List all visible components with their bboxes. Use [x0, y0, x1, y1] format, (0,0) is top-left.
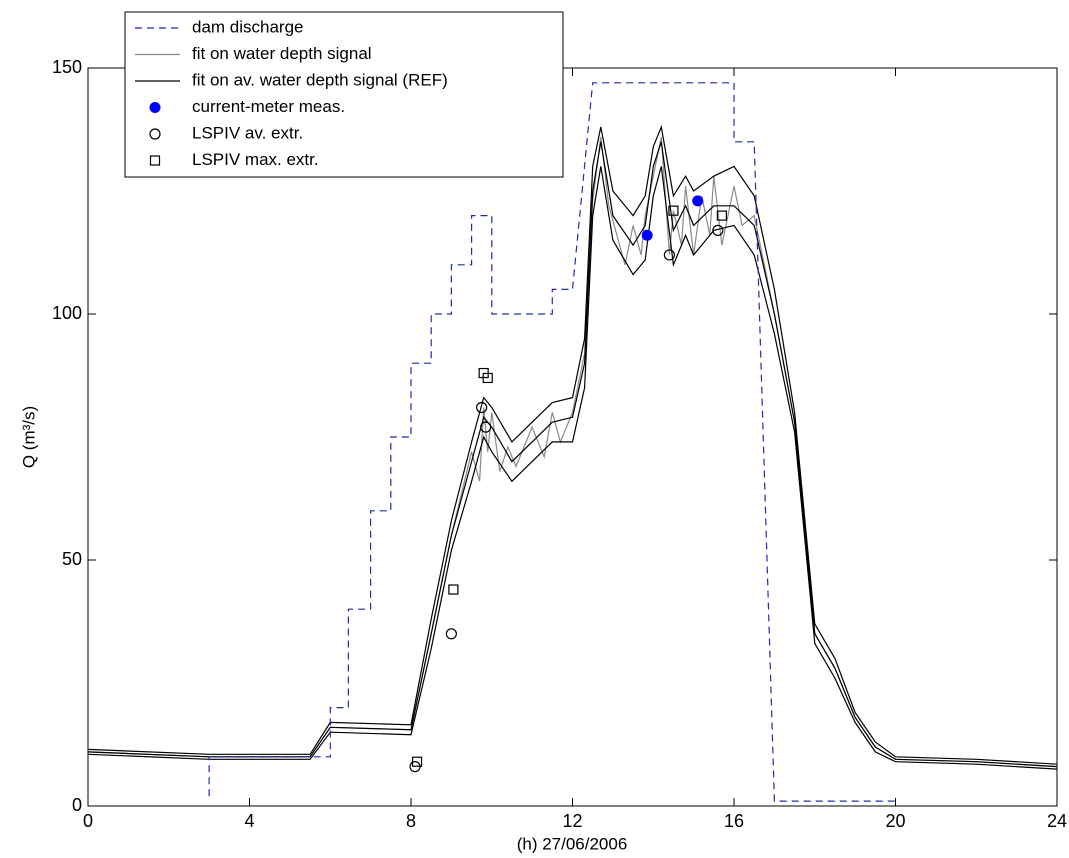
- x-tick-label: 8: [406, 811, 416, 831]
- marker-filled: [149, 102, 161, 113]
- x-tick-label: 16: [724, 811, 744, 831]
- series-line: [88, 141, 1057, 768]
- marker-square: [411, 756, 423, 767]
- series-line: [88, 124, 1057, 765]
- x-tick-label: 12: [562, 811, 582, 831]
- y-axis-label: Q (m³/s): [19, 406, 38, 468]
- marker-square: [448, 584, 459, 595]
- x-tick-label: 0: [83, 811, 93, 831]
- y-tick-label: 0: [72, 795, 82, 815]
- x-axis-label: (h) 27/06/2006: [517, 834, 628, 853]
- y-tick-label: 50: [62, 549, 82, 569]
- marker-square: [668, 205, 679, 216]
- marker-square: [716, 210, 727, 221]
- x-tick-label: 24: [1047, 811, 1067, 831]
- series-line: [88, 166, 1057, 770]
- legend-label: current-meter meas.: [192, 97, 345, 116]
- marker-circle: [476, 401, 488, 414]
- legend-label: dam discharge: [192, 17, 304, 36]
- legend: dam discharge fit on water depth signal fi…: [124, 11, 564, 178]
- marker-square: [482, 372, 493, 384]
- x-tick-label: 20: [885, 811, 905, 831]
- legend-label: LSPIV max. extr.: [192, 150, 319, 169]
- y-tick-label: 100: [52, 303, 82, 323]
- plot-frame: [87, 67, 1058, 807]
- legend-label: fit on water depth signal: [192, 44, 372, 63]
- legend-label: fit on av. water depth signal (REF): [192, 70, 448, 89]
- marker-filled: [641, 229, 653, 241]
- legend-label: LSPIV av. extr.: [192, 123, 303, 142]
- marker-circle: [445, 628, 457, 640]
- series-line: [208, 82, 896, 802]
- plot-series: [88, 82, 1057, 802]
- y-tick-label: 150: [52, 57, 82, 77]
- x-tick-label: 4: [244, 811, 254, 831]
- marker-filled: [692, 195, 704, 207]
- marker-circle: [480, 421, 492, 433]
- legend-box: [124, 11, 564, 178]
- marker-circle: [663, 249, 676, 261]
- marker-circle: [149, 128, 161, 140]
- marker-circle: [712, 224, 724, 236]
- marker-square: [149, 155, 161, 166]
